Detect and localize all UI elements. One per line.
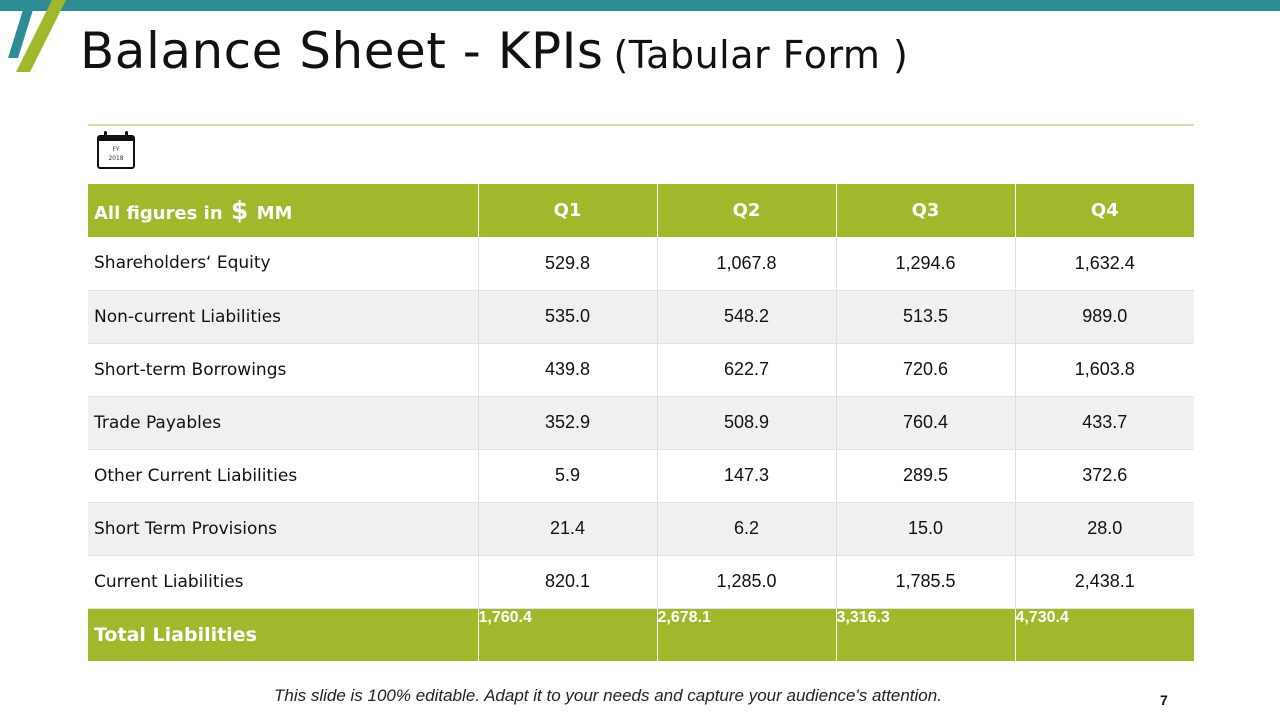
table-row: Short Term Provisions 21.4 6.2 15.0 28.0 xyxy=(88,502,1194,556)
cell-q4: 433.7 xyxy=(1015,396,1194,450)
slide-title: Balance Sheet - KPIs (Tabular Form ) xyxy=(80,22,908,80)
cell-q2: 1,067.8 xyxy=(657,237,837,291)
cell-q3: 760.4 xyxy=(836,396,1016,450)
cell-q2: 508.9 xyxy=(657,396,837,450)
header-q3: Q3 xyxy=(836,184,1016,237)
cell-q3: 1,785.5 xyxy=(836,555,1016,609)
cell-q3: 289.5 xyxy=(836,449,1016,503)
cell-q3: 513.5 xyxy=(836,290,1016,344)
total-q1: 1,760.4 xyxy=(478,608,658,661)
table-row: Non-current Liabilities 535.0 548.2 513.… xyxy=(88,290,1194,344)
header-q1: Q1 xyxy=(478,184,658,237)
row-label: Trade Payables xyxy=(88,396,479,450)
slide-title-main: Balance Sheet - KPIs xyxy=(80,22,604,80)
table-row: Other Current Liabilities 5.9 147.3 289.… xyxy=(88,449,1194,503)
cell-q4: 1,603.8 xyxy=(1015,343,1194,397)
calendar-icon: FY 2018 xyxy=(95,130,137,170)
top-accent-bar xyxy=(0,0,1280,11)
page-number: 7 xyxy=(1160,692,1168,708)
header-units-suffix: MM xyxy=(256,203,293,224)
slide-subtitle: (Tabular Form ) xyxy=(613,33,909,77)
cell-q2: 147.3 xyxy=(657,449,837,503)
cell-q1: 529.8 xyxy=(478,237,658,291)
table-row: Trade Payables 352.9 508.9 760.4 433.7 xyxy=(88,396,1194,450)
header-units-dollar: $ xyxy=(230,196,249,225)
cell-q4: 372.6 xyxy=(1015,449,1194,503)
table-header-row: All figures in $ MM Q1 Q2 Q3 Q4 xyxy=(88,184,1194,237)
header-units-prefix: All figures in xyxy=(94,203,223,224)
cell-q1: 5.9 xyxy=(478,449,658,503)
calendar-graphic xyxy=(97,131,135,169)
total-q4: 4,730.4 xyxy=(1015,608,1194,661)
total-q3: 3,316.3 xyxy=(836,608,1016,661)
calendar-label-fy: FY xyxy=(112,146,120,153)
cell-q3: 720.6 xyxy=(836,343,1016,397)
table-row: Shareholders‘ Equity 529.8 1,067.8 1,294… xyxy=(88,237,1194,291)
cell-q2: 1,285.0 xyxy=(657,555,837,609)
cell-q1: 820.1 xyxy=(478,555,658,609)
row-label: Current Liabilities xyxy=(88,555,479,609)
corner-stripes-decoration xyxy=(8,0,66,72)
cell-q2: 622.7 xyxy=(657,343,837,397)
header-q2: Q2 xyxy=(657,184,837,237)
cell-q1: 352.9 xyxy=(478,396,658,450)
footer-note: This slide is 100% editable. Adapt it to… xyxy=(274,686,942,705)
cell-q2: 6.2 xyxy=(657,502,837,556)
total-q2: 2,678.1 xyxy=(657,608,837,661)
cell-q3: 15.0 xyxy=(836,502,1016,556)
cell-q1: 21.4 xyxy=(478,502,658,556)
table-row: Current Liabilities 820.1 1,285.0 1,785.… xyxy=(88,555,1194,609)
header-q4: Q4 xyxy=(1015,184,1194,237)
total-row: Total Liabilities 1,760.4 2,678.1 3,316.… xyxy=(88,608,1194,661)
total-label: Total Liabilities xyxy=(88,608,479,661)
row-label: Short Term Provisions xyxy=(88,502,479,556)
row-label: Short-term Borrowings xyxy=(88,343,479,397)
cell-q4: 1,632.4 xyxy=(1015,237,1194,291)
cell-q2: 548.2 xyxy=(657,290,837,344)
cell-q4: 2,438.1 xyxy=(1015,555,1194,609)
calendar-label-year: 2018 xyxy=(108,155,124,162)
cell-q4: 989.0 xyxy=(1015,290,1194,344)
header-divider xyxy=(88,124,1194,126)
row-label: Other Current Liabilities xyxy=(88,449,479,503)
balance-sheet-table: All figures in $ MM Q1 Q2 Q3 Q4 Sharehol… xyxy=(88,184,1194,661)
table-row: Short-term Borrowings 439.8 622.7 720.6 … xyxy=(88,343,1194,397)
cell-q4: 28.0 xyxy=(1015,502,1194,556)
cell-q1: 535.0 xyxy=(478,290,658,344)
cell-q1: 439.8 xyxy=(478,343,658,397)
row-label: Shareholders‘ Equity xyxy=(88,237,479,291)
row-label: Non-current Liabilities xyxy=(88,290,479,344)
header-units-label: All figures in $ MM xyxy=(88,184,479,237)
cell-q3: 1,294.6 xyxy=(836,237,1016,291)
